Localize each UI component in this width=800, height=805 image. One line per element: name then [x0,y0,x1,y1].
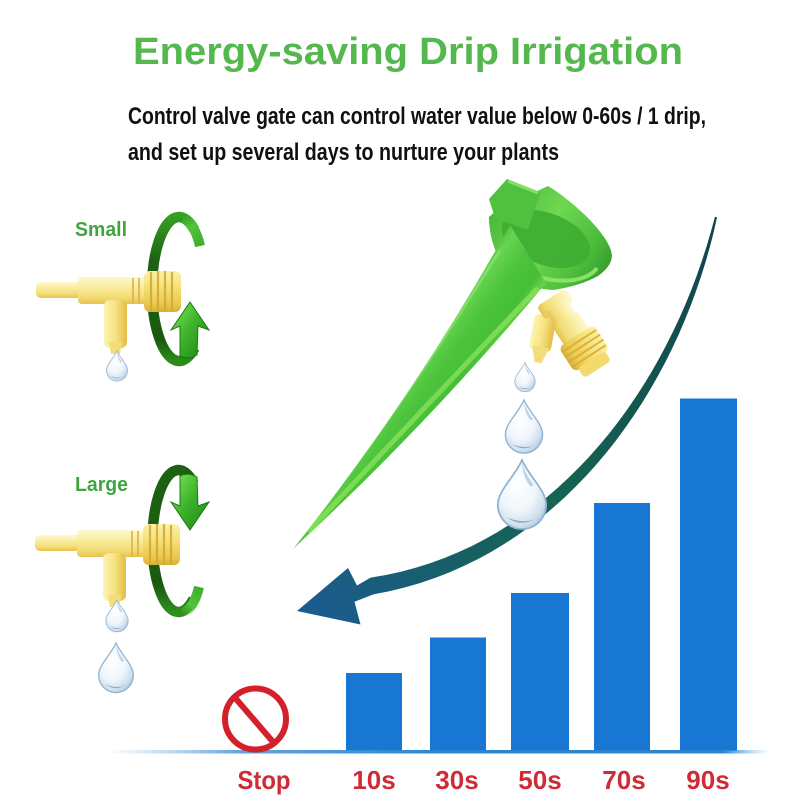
svg-text:70s: 70s [602,765,645,795]
svg-text:50s: 50s [518,765,561,795]
svg-text:and set up several days to nur: and set up several days to nurture your … [128,139,559,166]
svg-text:10s: 10s [352,765,395,795]
svg-text:Control valve gate can control: Control valve gate can control water val… [128,103,706,130]
svg-text:Stop: Stop [238,765,291,795]
svg-text:Small: Small [75,219,127,241]
svg-text:30s: 30s [435,765,478,795]
svg-text:Energy-saving Drip Irrigation: Energy-saving Drip Irrigation [133,31,683,73]
svg-text:Large: Large [75,474,128,496]
svg-text:90s: 90s [686,765,729,795]
